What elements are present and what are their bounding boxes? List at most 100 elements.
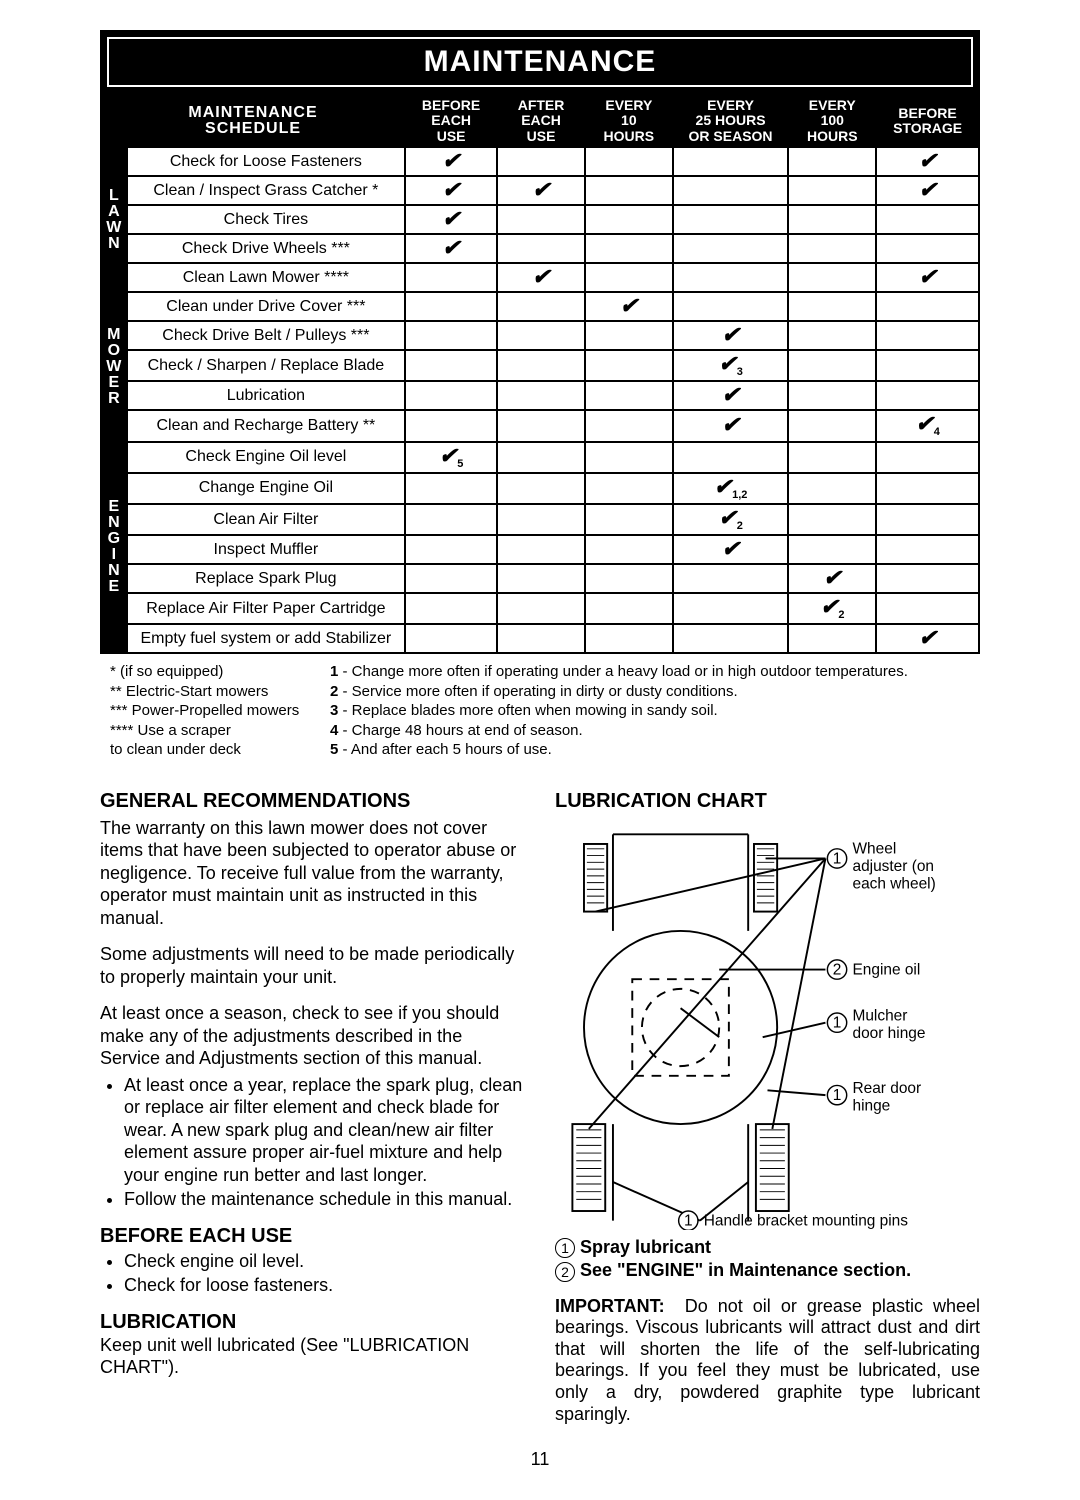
mark-cell: ✔: [788, 564, 876, 593]
mark-cell: [788, 350, 876, 381]
task-cell: Clean Lawn Mower ****: [127, 263, 405, 292]
task-cell: Replace Spark Plug: [127, 564, 405, 593]
mark-cell: [585, 535, 673, 564]
mark-cell: ✔: [673, 535, 789, 564]
mark-cell: [497, 593, 585, 624]
mark-cell: ✔: [497, 263, 585, 292]
mark-cell: [497, 624, 585, 653]
schedule-title: MAINTENANCESCHEDULE: [101, 95, 405, 147]
mark-cell: [673, 564, 789, 593]
important-note: IMPORTANT: Do not oil or grease plastic …: [555, 1296, 980, 1426]
footnote: 3 - Replace blades more often when mowin…: [330, 701, 970, 721]
svg-text:1: 1: [833, 850, 842, 867]
footnote: 4 - Charge 48 hours at end of season.: [330, 721, 970, 741]
mark-cell: [497, 381, 585, 410]
mark-cell: [405, 504, 497, 535]
mark-cell: [497, 321, 585, 350]
paragraph: Some adjustments will need to be made pe…: [100, 943, 525, 988]
mark-cell: [497, 205, 585, 234]
mark-cell: [876, 350, 979, 381]
task-cell: Check Drive Wheels ***: [127, 234, 405, 263]
footnote: 2 - Service more often if operating in d…: [330, 682, 970, 702]
footnote: **** Use a scraper: [110, 721, 310, 741]
mark-cell: [788, 473, 876, 504]
maintenance-banner: MAINTENANCE: [100, 30, 980, 94]
mark-cell: [497, 234, 585, 263]
mark-cell: [673, 263, 789, 292]
task-cell: Check / Sharpen / Replace Blade: [127, 350, 405, 381]
task-cell: Replace Air Filter Paper Cartridge: [127, 593, 405, 624]
mark-cell: [405, 263, 497, 292]
mark-cell: [585, 564, 673, 593]
mark-cell: [585, 263, 673, 292]
footnote: *** Power-Propelled mowers: [110, 701, 310, 721]
col-header: EVERY100HOURS: [788, 95, 876, 147]
footnote: to clean under deck: [110, 740, 310, 760]
mark-cell: [497, 292, 585, 321]
mark-cell: [876, 564, 979, 593]
heading-before: BEFORE EACH USE: [100, 1225, 525, 1248]
mark-cell: [585, 234, 673, 263]
task-cell: Inspect Muffler: [127, 535, 405, 564]
mark-cell: ✔: [673, 410, 789, 441]
svg-text:hinge: hinge: [852, 1097, 890, 1114]
svg-text:adjuster (on: adjuster (on: [852, 858, 934, 875]
mark-cell: ✔: [497, 176, 585, 205]
paragraph: Keep unit well lubricated (See "LUBRICAT…: [100, 1334, 525, 1379]
mark-cell: [497, 442, 585, 473]
mark-cell: [788, 410, 876, 441]
mark-cell: [405, 350, 497, 381]
mark-cell: [585, 442, 673, 473]
page-number: 11: [100, 1449, 980, 1470]
mark-cell: [673, 205, 789, 234]
mark-cell: ✔: [876, 624, 979, 653]
mark-cell: [405, 410, 497, 441]
mark-cell: [788, 292, 876, 321]
mark-cell: [585, 321, 673, 350]
mark-cell: ✔: [673, 381, 789, 410]
svg-text:2: 2: [833, 961, 842, 978]
mark-cell: [876, 442, 979, 473]
mark-cell: [497, 564, 585, 593]
footnote: 1 - Change more often if operating under…: [330, 662, 970, 682]
task-cell: Check Tires: [127, 205, 405, 234]
list-item: At least once a year, replace the spark …: [124, 1074, 525, 1187]
mark-cell: [876, 593, 979, 624]
mark-cell: [788, 234, 876, 263]
mark-cell: [405, 473, 497, 504]
svg-text:Handle bracket mounting pins: Handle bracket mounting pins: [704, 1212, 909, 1229]
mark-cell: ✔: [405, 205, 497, 234]
svg-text:each wheel): each wheel): [852, 875, 935, 892]
mark-cell: [673, 147, 789, 176]
task-cell: Clean Air Filter: [127, 504, 405, 535]
mark-cell: [585, 176, 673, 205]
heading-lube-chart: LUBRICATION CHART: [555, 790, 980, 813]
mark-cell: [788, 147, 876, 176]
svg-text:Mulcher: Mulcher: [852, 1008, 907, 1025]
mark-cell: [876, 381, 979, 410]
task-cell: Clean under Drive Cover ***: [127, 292, 405, 321]
mark-cell: [585, 593, 673, 624]
list-item: Check engine oil level.: [124, 1250, 525, 1273]
mark-cell: ✔3: [673, 350, 789, 381]
mark-cell: [876, 535, 979, 564]
legend-spray: 1 Spray lubricant: [555, 1237, 980, 1258]
mark-cell: [585, 381, 673, 410]
mark-cell: [876, 234, 979, 263]
mark-cell: ✔4: [876, 410, 979, 441]
svg-text:1: 1: [833, 1087, 842, 1104]
mark-cell: [405, 292, 497, 321]
heading-general: GENERAL RECOMMENDATIONS: [100, 790, 525, 813]
mark-cell: ✔: [405, 176, 497, 205]
svg-text:Rear door: Rear door: [852, 1080, 921, 1097]
task-cell: Check Engine Oil level: [127, 442, 405, 473]
group-label: MOWER: [101, 292, 127, 441]
mark-cell: ✔2: [673, 504, 789, 535]
col-header: AFTEREACHUSE: [497, 95, 585, 147]
footnote: ** Electric-Start mowers: [110, 682, 310, 702]
mark-cell: ✔: [673, 321, 789, 350]
footnotes: * (if so equipped)** Electric-Start mowe…: [100, 662, 980, 760]
mark-cell: [585, 205, 673, 234]
mark-cell: [405, 593, 497, 624]
mark-cell: [585, 147, 673, 176]
